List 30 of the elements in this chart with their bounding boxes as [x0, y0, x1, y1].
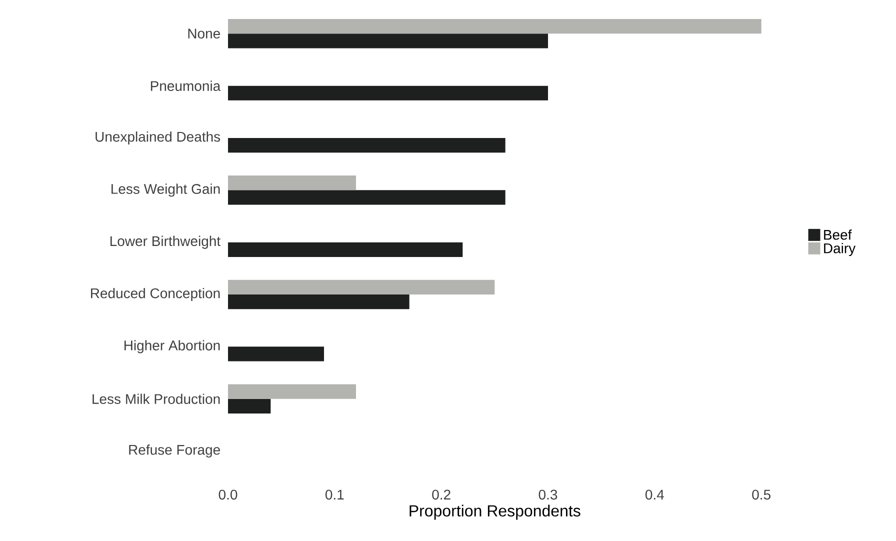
bar [228, 346, 324, 362]
bar [228, 398, 271, 414]
y-tick-label: None [188, 28, 220, 39]
bar [228, 34, 548, 48]
bar [228, 384, 356, 399]
y-tick-label: Less Milk Production [92, 394, 220, 404]
y-tick-label: Higher Abortion [124, 340, 220, 354]
legend-label: Beef [824, 230, 852, 240]
bar [228, 138, 506, 153]
x-tick-label: 0.0 [218, 490, 238, 500]
y-tick-label: Lower Birthweight [110, 236, 220, 249]
bar [228, 19, 762, 34]
bar [228, 242, 463, 257]
bar [228, 294, 410, 310]
x-tick-label: 0.3 [538, 490, 558, 500]
y-tick-label: Pneumonia [150, 80, 221, 91]
y-tick-label: Unexplained Deaths [96, 131, 220, 145]
bar [228, 176, 356, 190]
x-tick-label: 0.1 [325, 490, 344, 500]
bar [228, 86, 548, 100]
y-tick-label: Refuse Forage [129, 444, 220, 458]
x-tick-label: 0.5 [752, 490, 770, 500]
bar [228, 280, 495, 295]
y-tick-label: Reduced Conception [91, 288, 220, 302]
x-tick-label: 0.2 [432, 490, 450, 500]
x-axis-title: Proportion Respondents [410, 504, 580, 520]
legend-label: Dairy [824, 242, 856, 256]
x-tick-label: 0.4 [645, 490, 664, 500]
bar [228, 190, 506, 205]
y-tick-label: Less Weight Gain [112, 184, 220, 197]
